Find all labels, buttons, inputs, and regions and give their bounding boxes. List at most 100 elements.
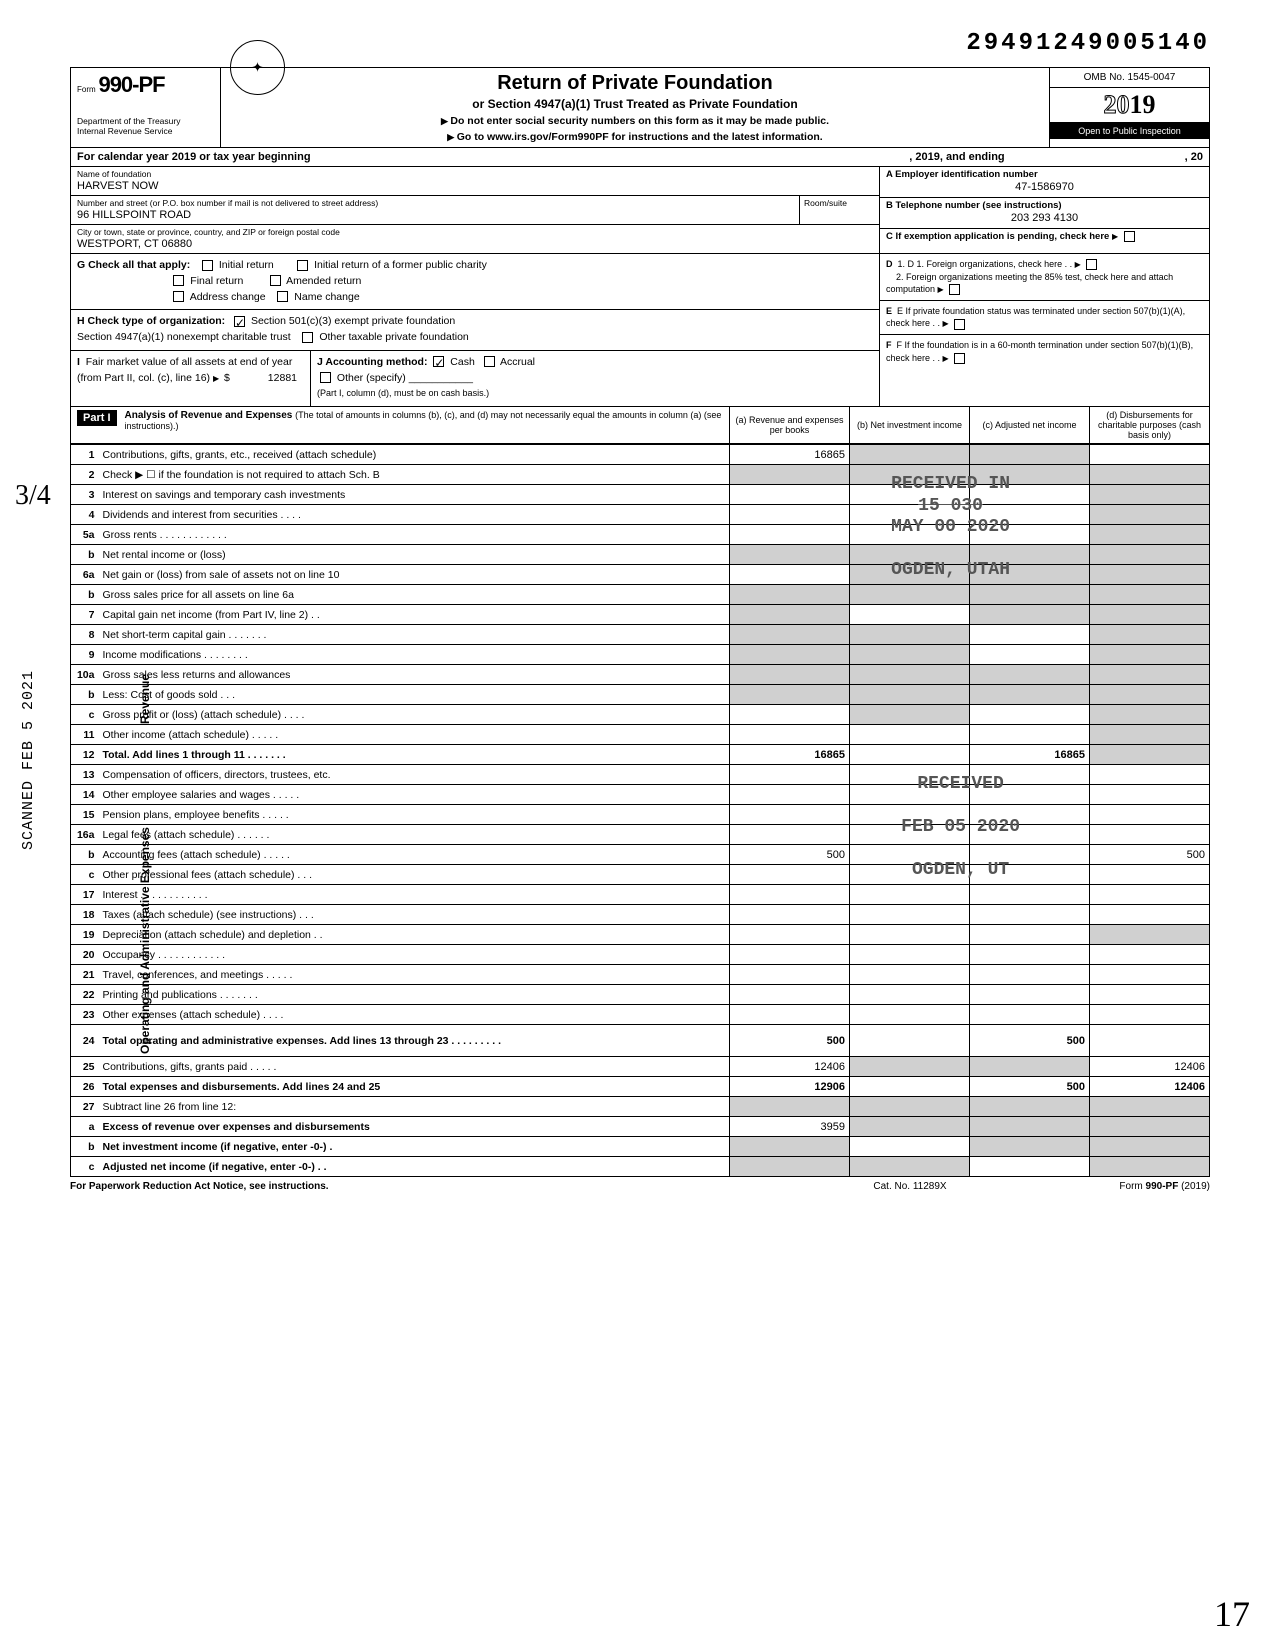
line-9: Income modifications . . . . . . . . (99, 645, 730, 665)
line-21: Travel, conferences, and meetings . . . … (99, 965, 730, 985)
j2: Accrual (500, 356, 535, 368)
part1-badge: Part I (77, 410, 117, 426)
margin-mark: 3/4 (15, 480, 51, 512)
part1-header: Part I Analysis of Revenue and Expenses … (70, 407, 1210, 444)
line-13: Compensation of officers, directors, tru… (99, 765, 730, 785)
checkbox-block: G Check all that apply: Initial return I… (70, 254, 1210, 407)
g2: Initial return of a former public charit… (314, 259, 487, 271)
dept-treasury: Department of the Treasury (77, 116, 214, 126)
cb-other-method[interactable] (320, 372, 331, 383)
cb-e[interactable] (954, 319, 965, 330)
room-suite-label: Room/suite (799, 196, 879, 224)
val-12c: 16865 (970, 745, 1090, 765)
cb-former-public[interactable] (297, 260, 308, 271)
cb-d1[interactable] (1086, 259, 1097, 270)
row-g: G Check all that apply: Initial return I… (71, 254, 879, 310)
cb-amended[interactable] (270, 275, 281, 286)
h1: Section 501(c)(3) exempt private foundat… (251, 315, 455, 327)
tel-value: 203 293 4130 (886, 212, 1203, 224)
cb-cash[interactable] (433, 356, 444, 367)
row-h: H Check type of organization: Section 50… (71, 310, 879, 351)
city-state-zip: WESTPORT, CT 06880 (77, 238, 873, 250)
j-note: (Part I, column (d), must be on cash bas… (317, 388, 489, 398)
line-16a: Legal fees (attach schedule) . . . . . . (99, 825, 730, 845)
line-2: Check ▶ ☐ if the foundation is not requi… (99, 465, 730, 485)
form-note-1: Do not enter social security numbers on … (229, 115, 1041, 127)
row-j: J Accounting method: Cash Accrual Other … (311, 351, 879, 406)
form-code: 990-PF (98, 72, 164, 97)
line-16c: Other professional fees (attach schedule… (99, 865, 730, 885)
revenue-label: Revenue (138, 674, 152, 724)
cb-d2[interactable] (949, 284, 960, 295)
line-27c: Adjusted net income (if negative, enter … (103, 1161, 327, 1173)
corner-mark: 17 (1214, 1593, 1250, 1635)
val-25a: 12406 (730, 1057, 850, 1077)
row-f: F F If the foundation is in a 60-month t… (880, 335, 1209, 368)
val-26d: 12406 (1090, 1077, 1210, 1097)
line-23: Other expenses (attach schedule) . . . . (99, 1005, 730, 1025)
page-footer: For Paperwork Reduction Act Notice, see … (70, 1181, 1210, 1192)
name-label: Name of foundation (77, 169, 873, 179)
form-title: Return of Private Foundation (229, 72, 1041, 95)
cb-f[interactable] (954, 353, 965, 364)
irs-seal-icon: ✦ (230, 40, 285, 95)
line-8: Net short-term capital gain . . . . . . … (99, 625, 730, 645)
exemption-label: C If exemption application is pending, c… (886, 231, 1109, 242)
cb-name-change[interactable] (277, 291, 288, 302)
street-address: 96 HILLSPOINT ROAD (77, 209, 793, 221)
fmv-value: 12881 (268, 372, 297, 384)
line-5b: Net rental income or (loss) (99, 545, 730, 565)
val-1a: 16865 (730, 445, 850, 465)
cb-initial-return[interactable] (202, 260, 213, 271)
val-25d: 12406 (1090, 1057, 1210, 1077)
form-subtitle: or Section 4947(a)(1) Trust Treated as P… (229, 97, 1041, 111)
val-26c: 500 (970, 1077, 1090, 1097)
line-3: Interest on savings and temporary cash i… (99, 485, 730, 505)
form-prefix: Form (77, 85, 96, 94)
line-27b: Net investment income (if negative, ente… (103, 1141, 333, 1153)
row-d: D 1. D 1. Foreign organizations, check h… (880, 254, 1209, 301)
line-6b: Gross sales price for all assets on line… (99, 585, 730, 605)
line-10b: Less: Cost of goods sold . . . (99, 685, 730, 705)
cb-address-change[interactable] (173, 291, 184, 302)
checkbox-c[interactable] (1124, 231, 1135, 242)
form-note-2: Go to www.irs.gov/Form990PF for instruct… (229, 131, 1041, 143)
e-text: E If private foundation status was termi… (886, 306, 1185, 329)
line-15: Pension plans, employee benefits . . . .… (99, 805, 730, 825)
g4: Amended return (286, 275, 361, 287)
f-text: F If the foundation is in a 60-month ter… (886, 340, 1193, 363)
j1: Cash (450, 356, 475, 368)
cb-other-taxable[interactable] (302, 332, 313, 343)
line-24: Total operating and administrative expen… (99, 1025, 730, 1057)
form-ref: Form 990-PF (2019) (1010, 1181, 1210, 1192)
d1: D 1. Foreign organizations, check here (908, 259, 1063, 269)
catalog-number: Cat. No. 11289X (810, 1181, 1010, 1192)
expenses-label: Operating and Administrative Expenses (138, 827, 152, 1054)
h3: Other taxable private foundation (319, 331, 468, 343)
cal-year-a: For calendar year 2019 or tax year begin… (77, 151, 311, 163)
line-27: Subtract line 26 from line 12: (99, 1097, 730, 1117)
line-20: Occupancy . . . . . . . . . . . . (99, 945, 730, 965)
part1-title: Analysis of Revenue and Expenses (125, 410, 293, 421)
cb-501c3[interactable] (234, 316, 245, 327)
cal-year-b: , 2019, and ending (909, 151, 1004, 163)
val-24a: 500 (730, 1025, 850, 1057)
identity-block: Name of foundation HARVEST NOW Number an… (70, 167, 1210, 254)
line-4: Dividends and interest from securities .… (99, 505, 730, 525)
row-i: I Fair market value of all assets at end… (71, 351, 311, 406)
part1-table: 1Contributions, gifts, grants, etc., rec… (70, 444, 1210, 1177)
line-27a: Excess of revenue over expenses and disb… (103, 1121, 370, 1133)
line-17: Interest . . . . . . . . . . . . (99, 885, 730, 905)
line-11: Other income (attach schedule) . . . . . (99, 725, 730, 745)
line-26: Total expenses and disbursements. Add li… (99, 1077, 730, 1097)
col-c-header: (c) Adjusted net income (969, 407, 1089, 443)
foundation-name: HARVEST NOW (77, 180, 873, 192)
cb-final-return[interactable] (173, 275, 184, 286)
col-b-header: (b) Net investment income (849, 407, 969, 443)
cb-accrual[interactable] (484, 356, 495, 367)
ein-label: A Employer identification number (886, 169, 1038, 180)
line-6a: Net gain or (loss) from sale of assets n… (99, 565, 730, 585)
omb-number: OMB No. 1545-0047 (1050, 68, 1209, 88)
paperwork-notice: For Paperwork Reduction Act Notice, see … (70, 1181, 810, 1192)
line-22: Printing and publications . . . . . . . (99, 985, 730, 1005)
